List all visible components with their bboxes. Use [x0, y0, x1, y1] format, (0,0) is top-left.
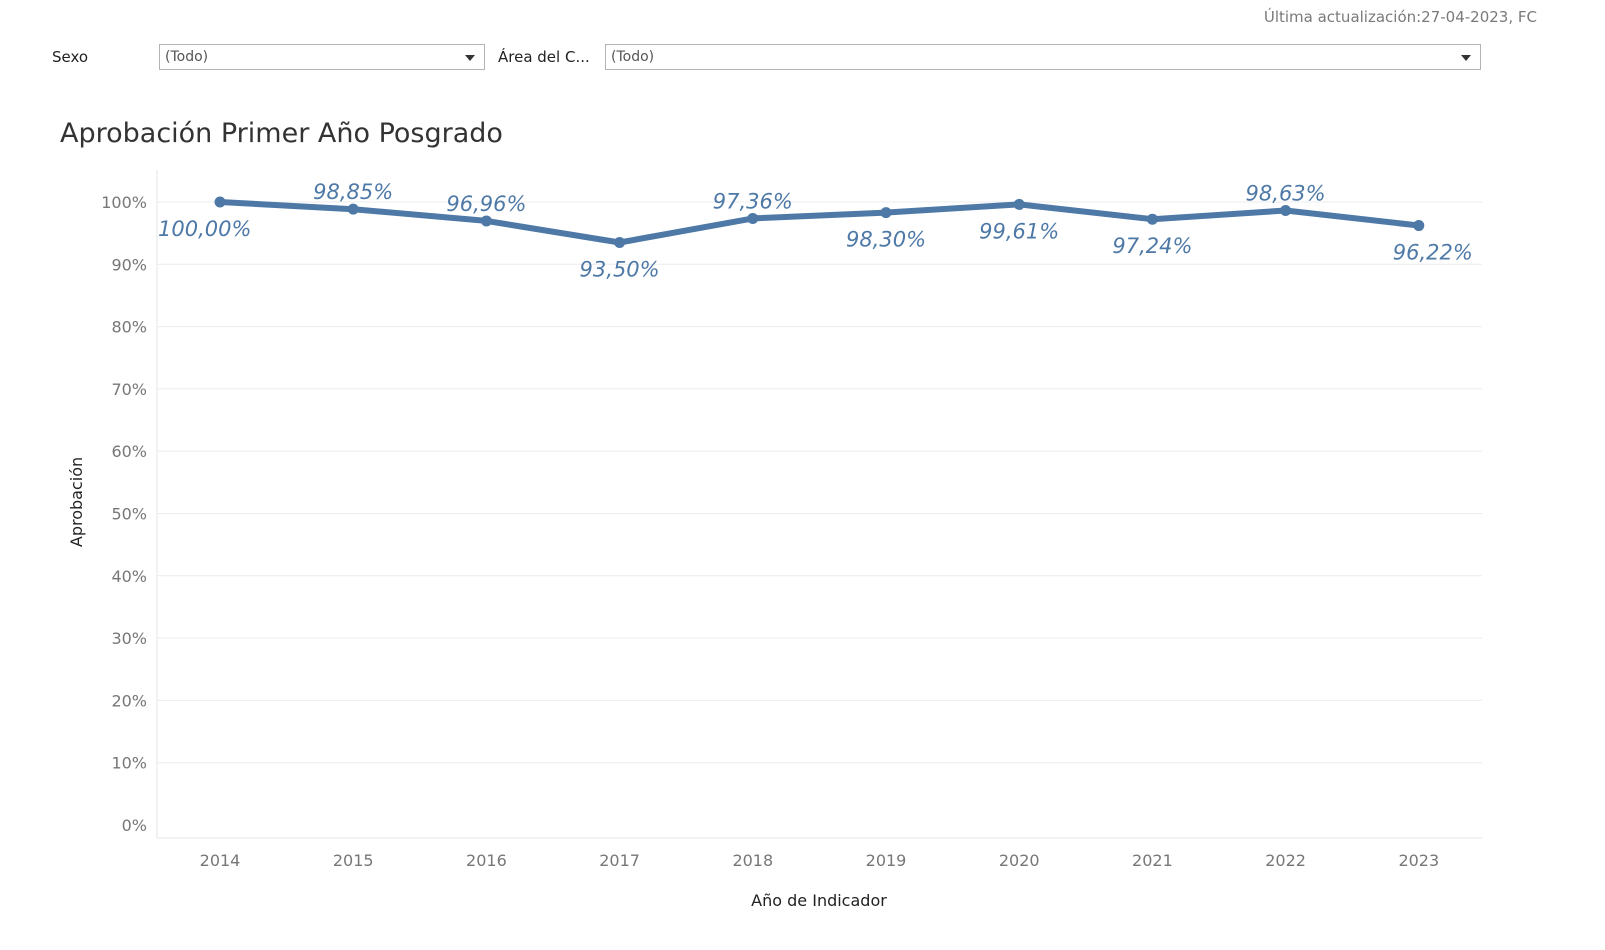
data-label: 97,24%	[1112, 234, 1192, 258]
y-tick-label: 90%	[111, 255, 147, 274]
x-tick-label: 2015	[333, 851, 374, 870]
y-tick-label: 70%	[111, 380, 147, 399]
data-point	[880, 207, 892, 219]
data-point	[347, 203, 359, 215]
data-label: 96,96%	[446, 192, 526, 216]
x-tick-label: 2019	[866, 851, 907, 870]
x-tick-label: 2022	[1265, 851, 1306, 870]
chart-title: Aprobación Primer Año Posgrado	[60, 118, 503, 149]
area-dropdown-value: (Todo)	[611, 49, 655, 65]
data-label: 96,22%	[1393, 241, 1473, 265]
y-tick-label: 50%	[111, 505, 147, 524]
data-label: 98,63%	[1246, 182, 1326, 206]
y-tick-label: 30%	[111, 629, 147, 648]
data-point	[1013, 198, 1025, 210]
x-tick-label: 2017	[599, 851, 640, 870]
x-tick-label: 2023	[1398, 851, 1439, 870]
y-tick-label: 10%	[111, 754, 147, 773]
filter-label-area: Área del C...	[498, 48, 590, 66]
data-point	[747, 212, 759, 224]
data-point	[480, 215, 492, 227]
y-tick-label: 60%	[111, 442, 147, 461]
sexo-dropdown-value: (Todo)	[165, 49, 209, 65]
y-tick-label: 100%	[101, 193, 147, 212]
data-point	[1413, 220, 1425, 232]
data-label: 98,85%	[313, 180, 393, 204]
data-point	[1280, 205, 1292, 217]
data-point	[1146, 213, 1158, 225]
x-tick-label: 2016	[466, 851, 507, 870]
last-update-note: Última actualización:27-04-2023, FC	[1263, 8, 1537, 26]
data-label: 99,61%	[979, 219, 1059, 243]
data-label: 93,50%	[580, 257, 660, 281]
area-dropdown[interactable]: (Todo)	[605, 44, 1481, 70]
y-tick-label: 80%	[111, 318, 147, 337]
sexo-dropdown[interactable]: (Todo)	[159, 44, 485, 70]
x-tick-label: 2021	[1132, 851, 1173, 870]
data-label: 100,00%	[158, 217, 251, 241]
y-tick-label: 40%	[111, 567, 147, 586]
x-axis-title: Año de Indicador	[751, 891, 887, 910]
data-point	[614, 236, 626, 248]
data-label: 97,36%	[713, 189, 793, 213]
chevron-down-icon	[465, 55, 475, 61]
data-label: 98,30%	[846, 228, 926, 252]
data-point	[214, 196, 226, 208]
x-tick-label: 2020	[999, 851, 1040, 870]
filter-label-sexo: Sexo	[52, 48, 89, 66]
y-tick-label: 0%	[122, 816, 147, 835]
y-axis-title: Aprobación	[67, 457, 86, 547]
chevron-down-icon	[1461, 55, 1471, 61]
x-tick-label: 2018	[732, 851, 773, 870]
series-line	[217, 199, 1422, 246]
x-tick-label: 2014	[200, 851, 241, 870]
y-tick-label: 20%	[111, 691, 147, 710]
